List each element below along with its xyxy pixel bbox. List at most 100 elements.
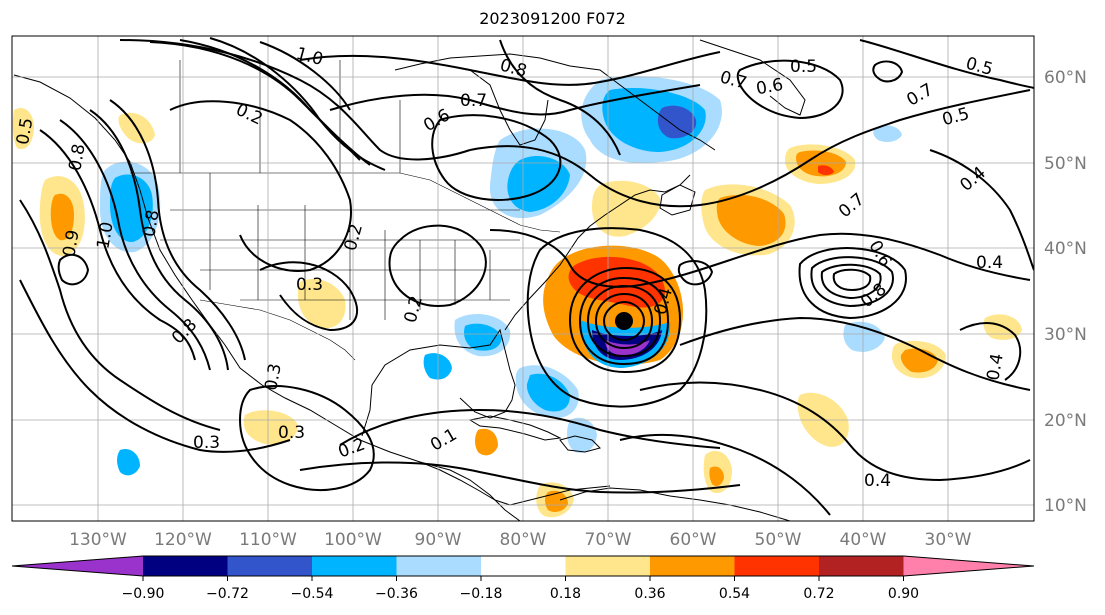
lon-label-100w: 100°W: [324, 530, 382, 550]
lon-label-90w: 90°W: [415, 530, 462, 550]
contour-label-31: 0.8: [139, 208, 163, 238]
colorbar-seg-5: [481, 556, 566, 576]
latitude-labels: 60°N 50°N 40°N 30°N 20°N 10°N: [1044, 68, 1087, 516]
anomaly-orange-pacific: [50, 193, 74, 241]
province-lines: [179, 60, 401, 173]
contour-lines: [19, 37, 1034, 516]
contour-label-30: 1.0: [93, 220, 117, 250]
colorbar-tick-1: −0.72: [206, 586, 249, 602]
contour-atlantic-main: [469, 89, 1031, 208]
contour-hurricane-1: [602, 300, 646, 342]
contour-hurricane-2: [594, 292, 654, 350]
coastline-hispaniola: [559, 435, 601, 453]
contour-mid-atlantic-low-1: [820, 263, 882, 300]
contour-atlantic-4: [639, 381, 1031, 482]
colorbar-seg-8: [734, 556, 819, 576]
colorbar-seg-7: [650, 556, 735, 576]
contour-hudson: [499, 39, 621, 156]
contour-west-loop: [57, 253, 90, 286]
contour-label-3: 0.7: [460, 91, 487, 111]
coastline-gulf-of-mexico: [361, 328, 516, 437]
lat-label-30: 30°N: [1044, 325, 1087, 345]
coastline-greenland: [699, 39, 806, 116]
lat-label-50: 50°N: [1044, 154, 1087, 174]
contour-atlantic-3: [679, 316, 1031, 391]
lon-label-50w: 50°W: [755, 530, 802, 550]
contour-west-trough-3: [89, 109, 229, 371]
anomaly-royal-canada: [657, 105, 697, 139]
contour-jet-1: [119, 39, 471, 161]
colorbar-tick-8: 0.72: [803, 586, 834, 602]
contour-subtropical: [526, 227, 708, 408]
contour-us-03: [259, 261, 359, 332]
colorbar-seg-3: [312, 556, 397, 576]
lon-label-40w: 40°W: [840, 530, 887, 550]
lon-label-30w: 30°W: [925, 530, 972, 550]
contour-canada-loop: [431, 114, 562, 201]
lon-label-60w: 60°W: [670, 530, 717, 550]
contour-label-28: 0.4: [976, 253, 1003, 273]
colorbar-seg-1: [143, 556, 228, 576]
colorbar-tick-3: −0.36: [375, 586, 418, 602]
contour-east-2: [959, 322, 1022, 381]
contour-label-20: 0.3: [278, 423, 305, 443]
contour-hurricane-3: [586, 284, 662, 358]
contour-label-5: 0.5: [790, 57, 817, 77]
contour-jet-5: [259, 41, 351, 111]
lat-label-60: 60°N: [1044, 68, 1087, 88]
anomaly-blue-florida: [464, 323, 502, 351]
anomaly-lightblue-azores: [843, 321, 885, 352]
contour-west-trough-4: [109, 99, 246, 361]
contour-atlantic-5: [619, 433, 831, 516]
anomaly-orange-central-atlantic: [716, 194, 786, 246]
hurricane-center: [615, 312, 633, 330]
contour-label-24: 0.4: [864, 471, 891, 491]
lon-label-80w: 80°W: [500, 530, 547, 550]
map-content: [12, 36, 1034, 521]
colorbar: −0.90 −0.72 −0.54 −0.36 −0.18 0.18 0.36 …: [11, 555, 1035, 602]
lon-label-110w: 110°W: [239, 530, 297, 550]
colorbar-tick-2: −0.54: [291, 586, 334, 602]
lat-label-10: 10°N: [1044, 496, 1087, 516]
colorbar-tick-6: 0.36: [634, 586, 665, 602]
anomaly-yellow-texas: [298, 278, 346, 329]
state-lines-2: [160, 209, 530, 301]
anomaly-yellow-alaska: [12, 108, 34, 150]
contour-west-trough-1: [39, 129, 196, 361]
contour-atlantic-2: [489, 229, 1031, 288]
map-border: [11, 35, 1035, 522]
contour-southeast: [388, 224, 487, 307]
contour-far-north-loop: [872, 60, 904, 83]
lat-label-40: 40°N: [1044, 239, 1087, 259]
longitude-labels: 130°W 120°W 110°W 100°W 90°W 80°W 70°W 6…: [69, 530, 972, 550]
coastline-hudson-bay: [469, 69, 549, 146]
colorbar-seg-4: [396, 556, 481, 576]
anomaly-orange-north-atlantic: [796, 150, 846, 177]
coastline-us-east: [504, 174, 691, 331]
colorbar-seg-2: [227, 556, 312, 576]
contour-west-trough-5: [19, 199, 221, 431]
coastline-canada-north: [394, 53, 716, 151]
contour-north-atlantic-loop: [736, 59, 844, 120]
anomaly-orange-yucatan: [475, 428, 498, 456]
contour-mid-atlantic-low-2: [832, 268, 872, 292]
lon-label-70w: 70°W: [585, 530, 632, 550]
lon-label-120w: 120°W: [154, 530, 212, 550]
contour-north-2: [329, 84, 701, 116]
anomaly-lightblue-greenland: [873, 125, 902, 143]
contour-west-trough-6: [19, 279, 291, 453]
anomaly-orange-central-america: [545, 490, 568, 512]
contour-label-15: 0.5: [13, 116, 37, 146]
border-us-mexico: [199, 299, 356, 361]
colorbar-seg-10: [903, 556, 1034, 576]
anomaly-yellow-mexico: [243, 410, 298, 445]
contour-carib-2: [299, 461, 741, 494]
contour-label-22: 0.3: [261, 362, 285, 392]
colorbar-tick-4: −0.18: [460, 586, 503, 602]
anomaly-blue-eastpac: [117, 448, 140, 476]
contour-label-29: 0.9: [59, 228, 83, 258]
contour-north-ridge: [299, 51, 721, 86]
coastline-north-america-west: [13, 74, 521, 521]
anomaly-orange-caribbean: [709, 466, 724, 486]
